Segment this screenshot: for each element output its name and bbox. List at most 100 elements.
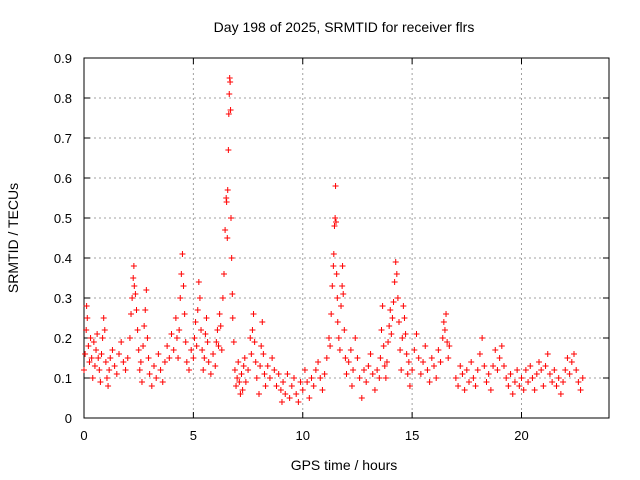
data-point: [492, 347, 499, 353]
data-point: [251, 339, 258, 345]
data-point: [259, 319, 266, 325]
data-point: [230, 339, 237, 345]
data-point: [371, 387, 378, 393]
data-point: [301, 367, 308, 373]
data-point: [205, 359, 212, 365]
data-point: [264, 363, 271, 369]
data-point: [249, 327, 256, 333]
data-point: [252, 359, 259, 365]
data-point: [335, 335, 342, 341]
data-point: [391, 279, 398, 285]
data-point: [87, 335, 94, 341]
data-point: [201, 355, 208, 361]
data-point: [204, 339, 211, 345]
data-point: [511, 379, 518, 385]
data-point: [193, 343, 200, 349]
data-point: [329, 283, 336, 289]
data-point: [103, 375, 110, 381]
data-point: [212, 363, 219, 369]
data-point: [231, 367, 238, 373]
data-point: [571, 351, 577, 357]
data-point: [291, 375, 297, 381]
data-point: [369, 371, 376, 377]
data-point: [333, 219, 339, 225]
data-point: [273, 383, 280, 389]
data-point: [389, 315, 396, 321]
data-point: [474, 367, 481, 373]
data-point: [236, 379, 243, 385]
data-point: [401, 315, 408, 321]
x-tick-label: 15: [405, 428, 419, 443]
data-point: [575, 379, 582, 385]
data-point: [181, 311, 188, 317]
data-point: [253, 375, 260, 381]
data-point: [224, 187, 231, 193]
data-points: [81, 75, 586, 405]
data-point: [518, 375, 525, 381]
data-point: [342, 355, 349, 361]
data-point: [111, 363, 118, 369]
y-tick-label: 0.3: [54, 291, 72, 306]
data-point: [144, 335, 151, 341]
data-point: [555, 375, 562, 381]
data-point: [542, 363, 549, 369]
data-point: [215, 343, 222, 349]
data-point: [382, 375, 389, 381]
data-point: [207, 371, 214, 377]
data-point: [365, 363, 372, 369]
data-point: [233, 383, 240, 389]
data-point: [173, 335, 180, 341]
data-point: [278, 399, 285, 405]
data-point: [577, 387, 584, 393]
data-point: [175, 355, 182, 361]
data-point: [472, 383, 479, 389]
data-point: [238, 371, 245, 377]
data-point: [306, 395, 313, 401]
data-point: [240, 363, 247, 369]
data-point: [439, 335, 446, 341]
data-point: [411, 347, 418, 353]
data-point: [435, 347, 442, 353]
data-point: [461, 387, 468, 393]
data-point: [118, 339, 125, 345]
data-point: [409, 367, 416, 373]
data-point: [99, 335, 106, 341]
data-point: [217, 323, 224, 329]
data-point: [388, 331, 395, 337]
data-point: [400, 303, 407, 309]
data-point: [387, 307, 394, 313]
data-point: [297, 379, 304, 385]
data-point: [455, 383, 462, 389]
data-point: [413, 331, 420, 337]
data-point: [219, 295, 226, 301]
data-point: [533, 371, 540, 377]
data-point: [522, 367, 529, 373]
data-point: [84, 315, 91, 321]
data-point: [83, 327, 90, 333]
data-point: [134, 327, 141, 333]
data-point: [431, 363, 437, 369]
data-point: [195, 279, 202, 285]
data-point: [89, 375, 96, 381]
data-point: [348, 383, 355, 389]
data-point: [88, 355, 95, 361]
y-tick-label: 0.9: [54, 51, 72, 66]
data-point: [159, 379, 166, 385]
data-point: [155, 351, 162, 357]
data-point: [403, 351, 410, 357]
data-point: [227, 107, 234, 113]
data-point: [470, 375, 477, 381]
data-point: [216, 311, 223, 317]
data-point: [172, 315, 179, 321]
data-point: [186, 367, 192, 373]
data-point: [481, 363, 488, 369]
data-point: [424, 367, 431, 373]
data-point: [91, 363, 98, 369]
data-point: [404, 371, 411, 377]
data-point: [113, 371, 120, 377]
data-point: [177, 295, 184, 301]
data-point: [549, 379, 556, 385]
data-point: [402, 331, 409, 337]
data-point: [122, 367, 129, 373]
data-point: [503, 375, 510, 381]
